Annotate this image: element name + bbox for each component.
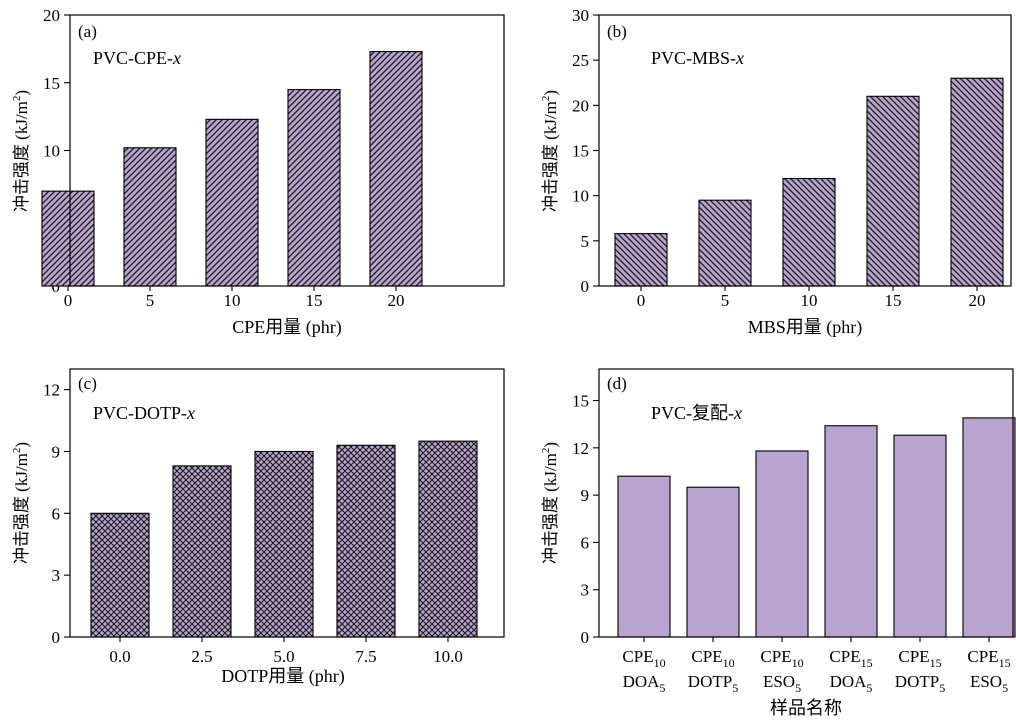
panel-a-ytick-label: 10 (43, 142, 60, 161)
panel-b-bar (698, 199, 752, 287)
panel-d-xlabel: 样品名称 (770, 698, 842, 718)
panel-b-xtick-label: 10 (801, 291, 818, 310)
panel-c-xtick-label: 10.0 (433, 647, 463, 666)
panel-c-annotation: PVC-DOTP-x (93, 403, 195, 423)
panel-a-bar (205, 118, 259, 287)
panel-c-bar (418, 440, 478, 638)
panel-c-ylabel: 冲击强度 (kJ/m2) (11, 442, 31, 564)
panel-b-xtick-label: 5 (721, 291, 730, 310)
panel-c-xtick-label: 7.5 (355, 647, 376, 666)
panel-c-xlabel: DOTP用量 (phr) (221, 666, 345, 687)
panel-d-xtick-label-2: DOTP5 (895, 672, 945, 695)
panel-c-ytick-label: 0 (52, 628, 61, 647)
panel-b-marks: 0 5 10 15 20 25 30 0 5 10 15 20 (572, 6, 1004, 310)
panel-b-ylabel: 冲击强度 (kJ/m2) (540, 90, 560, 212)
panel-c: 0 3 6 9 12 0.0 2.5 5.0 7.5 10.0 (c) PVC-DOTP-x DO… (11, 368, 505, 687)
panel-b-ytick-label: 20 (572, 96, 589, 115)
panel-b-bar (950, 77, 1004, 287)
panel-a-xtick-label: 15 (306, 291, 323, 310)
panel-d-xtick-label: CPE15 (967, 647, 1010, 670)
panel-d-xtick-label: CPE10 (760, 647, 803, 670)
panel-b-xtick-label: 15 (885, 291, 902, 310)
panel-d-xtick-label-2: ESO5 (970, 672, 1008, 695)
panel-d-bar (893, 434, 947, 638)
panel-c-frame (69, 368, 505, 638)
panel-b-bar (866, 95, 920, 287)
panel-c-xtick-label: 0.0 (109, 647, 130, 666)
panel-d-bar (962, 417, 1016, 638)
panel-c-xtick-label: 5.0 (273, 647, 294, 666)
panel-a-ylabel: 冲击强度 (kJ/m2) (11, 90, 31, 212)
panel-d-ytick-label: 15 (572, 392, 589, 411)
panel-d-ytick-label: 12 (572, 439, 589, 458)
panel-c-bar (172, 465, 232, 638)
panel-c-ytick-label: 9 (52, 442, 61, 461)
panel-b-ytick-label: 25 (572, 51, 589, 70)
panel-d-xtick-label-2: ESO5 (763, 672, 801, 695)
panel-d-annotation: PVC-复配-x (651, 403, 742, 423)
panel-c-ytick-label: 6 (52, 504, 61, 523)
panel-a: 0510152005101520 (a) PVC-CPE-x CPE用量 (ph… (11, 6, 505, 338)
panel-a-bar (369, 51, 423, 287)
panel-d-label: (d) (607, 374, 627, 393)
panel-d-bar (617, 475, 671, 638)
panel-b-xtick-label: 20 (969, 291, 986, 310)
panel-d: 03691215CPE10DOA5CPE10DOTP5CPE10ESO5CPE1… (540, 368, 1016, 718)
panel-a-ytick-label: 20 (43, 6, 60, 25)
panel-a-xtick-label: 10 (224, 291, 241, 310)
panel-a-xlabel: CPE用量 (phr) (232, 317, 342, 338)
panel-d-marks: 03691215CPE10DOA5CPE10DOTP5CPE10ESO5CPE1… (572, 392, 1016, 695)
panel-d-ytick-label: 9 (581, 486, 590, 505)
panel-c-marks: 0 3 6 9 12 0.0 2.5 5.0 7.5 10.0 (43, 381, 478, 666)
panel-a-label: (a) (78, 22, 97, 41)
panel-c-ytick-label: 12 (43, 381, 60, 400)
panel-d-bar (686, 486, 740, 638)
panel-b-ytick-label: 5 (581, 232, 590, 251)
panel-a-bar (123, 147, 177, 287)
panel-a-xtick-label: 5 (146, 291, 155, 310)
panel-d-xtick-label-2: DOA5 (623, 672, 666, 695)
panel-d-ytick-label: 6 (581, 533, 590, 552)
panel-a-xtick-label: 0 (64, 291, 73, 310)
panel-c-label: (c) (78, 374, 97, 393)
panel-c-bar (336, 444, 396, 638)
panel-a-annotation: PVC-CPE-x (93, 48, 181, 68)
panel-b-label: (b) (607, 22, 627, 41)
panel-d-xtick-label: CPE15 (829, 647, 872, 670)
panel-d-xtick-label-2: DOA5 (830, 672, 873, 695)
panel-a-bar (41, 190, 95, 287)
panel-b-frame (598, 14, 1012, 287)
panel-b-ytick-label: 10 (572, 187, 589, 206)
panel-b-annotation: PVC-MBS-x (651, 48, 744, 68)
panel-b-bar (782, 177, 836, 287)
panel-b-xlabel: MBS用量 (phr) (748, 317, 863, 338)
panel-c-bar (90, 512, 150, 638)
panel-d-bar (824, 425, 878, 638)
panel-d-ylabel: 冲击强度 (kJ/m2) (540, 442, 560, 564)
panel-d-xtick-label: CPE15 (898, 647, 941, 670)
panel-a-marks: 0510152005101520 (41, 6, 423, 310)
panel-b: 0 5 10 15 20 25 30 0 5 10 15 20 (b) PVC-MBS-x MBS用量… (540, 6, 1012, 338)
panel-a-ytick-label: 15 (43, 74, 60, 93)
panel-d-xtick-label: CPE10 (691, 647, 734, 670)
panel-d-bar (755, 450, 809, 638)
panel-a-bar (287, 88, 341, 287)
panel-d-ytick-label: 3 (581, 581, 590, 600)
panel-b-ytick-label: 30 (572, 6, 589, 25)
panel-b-bar (614, 233, 668, 287)
panel-c-ytick-label: 3 (52, 566, 61, 585)
panel-c-bar (254, 450, 314, 638)
panel-d-xtick-label: CPE10 (622, 647, 665, 670)
panel-b-ytick-label: 15 (572, 142, 589, 161)
panel-a-xtick-label: 20 (388, 291, 405, 310)
panel-d-ytick-label: 0 (581, 628, 590, 647)
panel-b-xtick-label: 0 (637, 291, 646, 310)
panel-d-xtick-label-2: DOTP5 (688, 672, 738, 695)
panel-c-xtick-label: 2.5 (191, 647, 212, 666)
panel-a-frame (69, 14, 505, 287)
panel-b-ytick-label: 0 (581, 277, 590, 296)
panel-d-frame (598, 368, 1014, 638)
